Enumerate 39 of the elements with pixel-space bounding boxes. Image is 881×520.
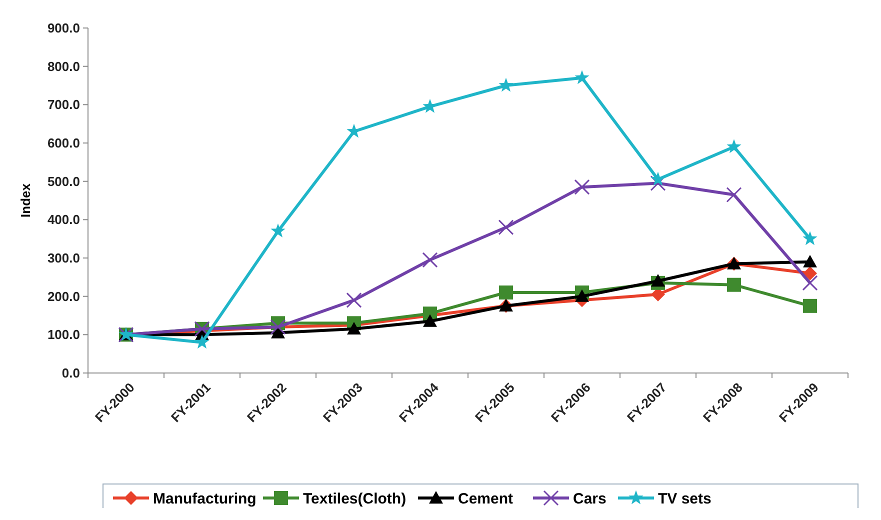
legend-label: Textiles(Cloth) [303,490,406,508]
point [802,275,818,291]
point [499,286,513,300]
point [726,187,742,202]
point [423,314,437,327]
point [803,298,817,313]
point [498,78,514,92]
y-tick-label: 500.0 [47,174,80,189]
point [422,252,438,268]
y-tick-label: 400.0 [47,212,80,228]
legend-label: Manufacturing [153,490,256,508]
y-tick-label: 300.0 [47,250,80,266]
point [575,289,589,302]
point [650,176,666,191]
point [726,139,742,154]
point [498,220,514,236]
point [650,172,666,186]
legend-label: Cars [573,490,606,508]
point [574,70,590,84]
point [802,231,818,246]
y-tick-label: 700.0 [47,97,80,112]
legend-label: Cement [458,490,514,508]
y-tick-label: 100.0 [47,327,80,342]
point [347,322,361,335]
point [574,179,590,195]
y-tick-label: 900.0 [47,20,80,36]
point [803,254,817,268]
y-tick-label: 0.0 [62,366,80,381]
point [194,334,210,349]
point [270,223,286,238]
point [803,266,817,280]
point [651,274,665,287]
legend-label: TV sets [658,490,712,508]
point [727,278,741,292]
y-tick-label: 600.0 [47,136,80,151]
point [346,292,362,308]
y-tick-label: 200.0 [47,288,80,304]
y-tick-label: 800.0 [47,58,80,74]
y-axis-title: Index [18,182,33,218]
